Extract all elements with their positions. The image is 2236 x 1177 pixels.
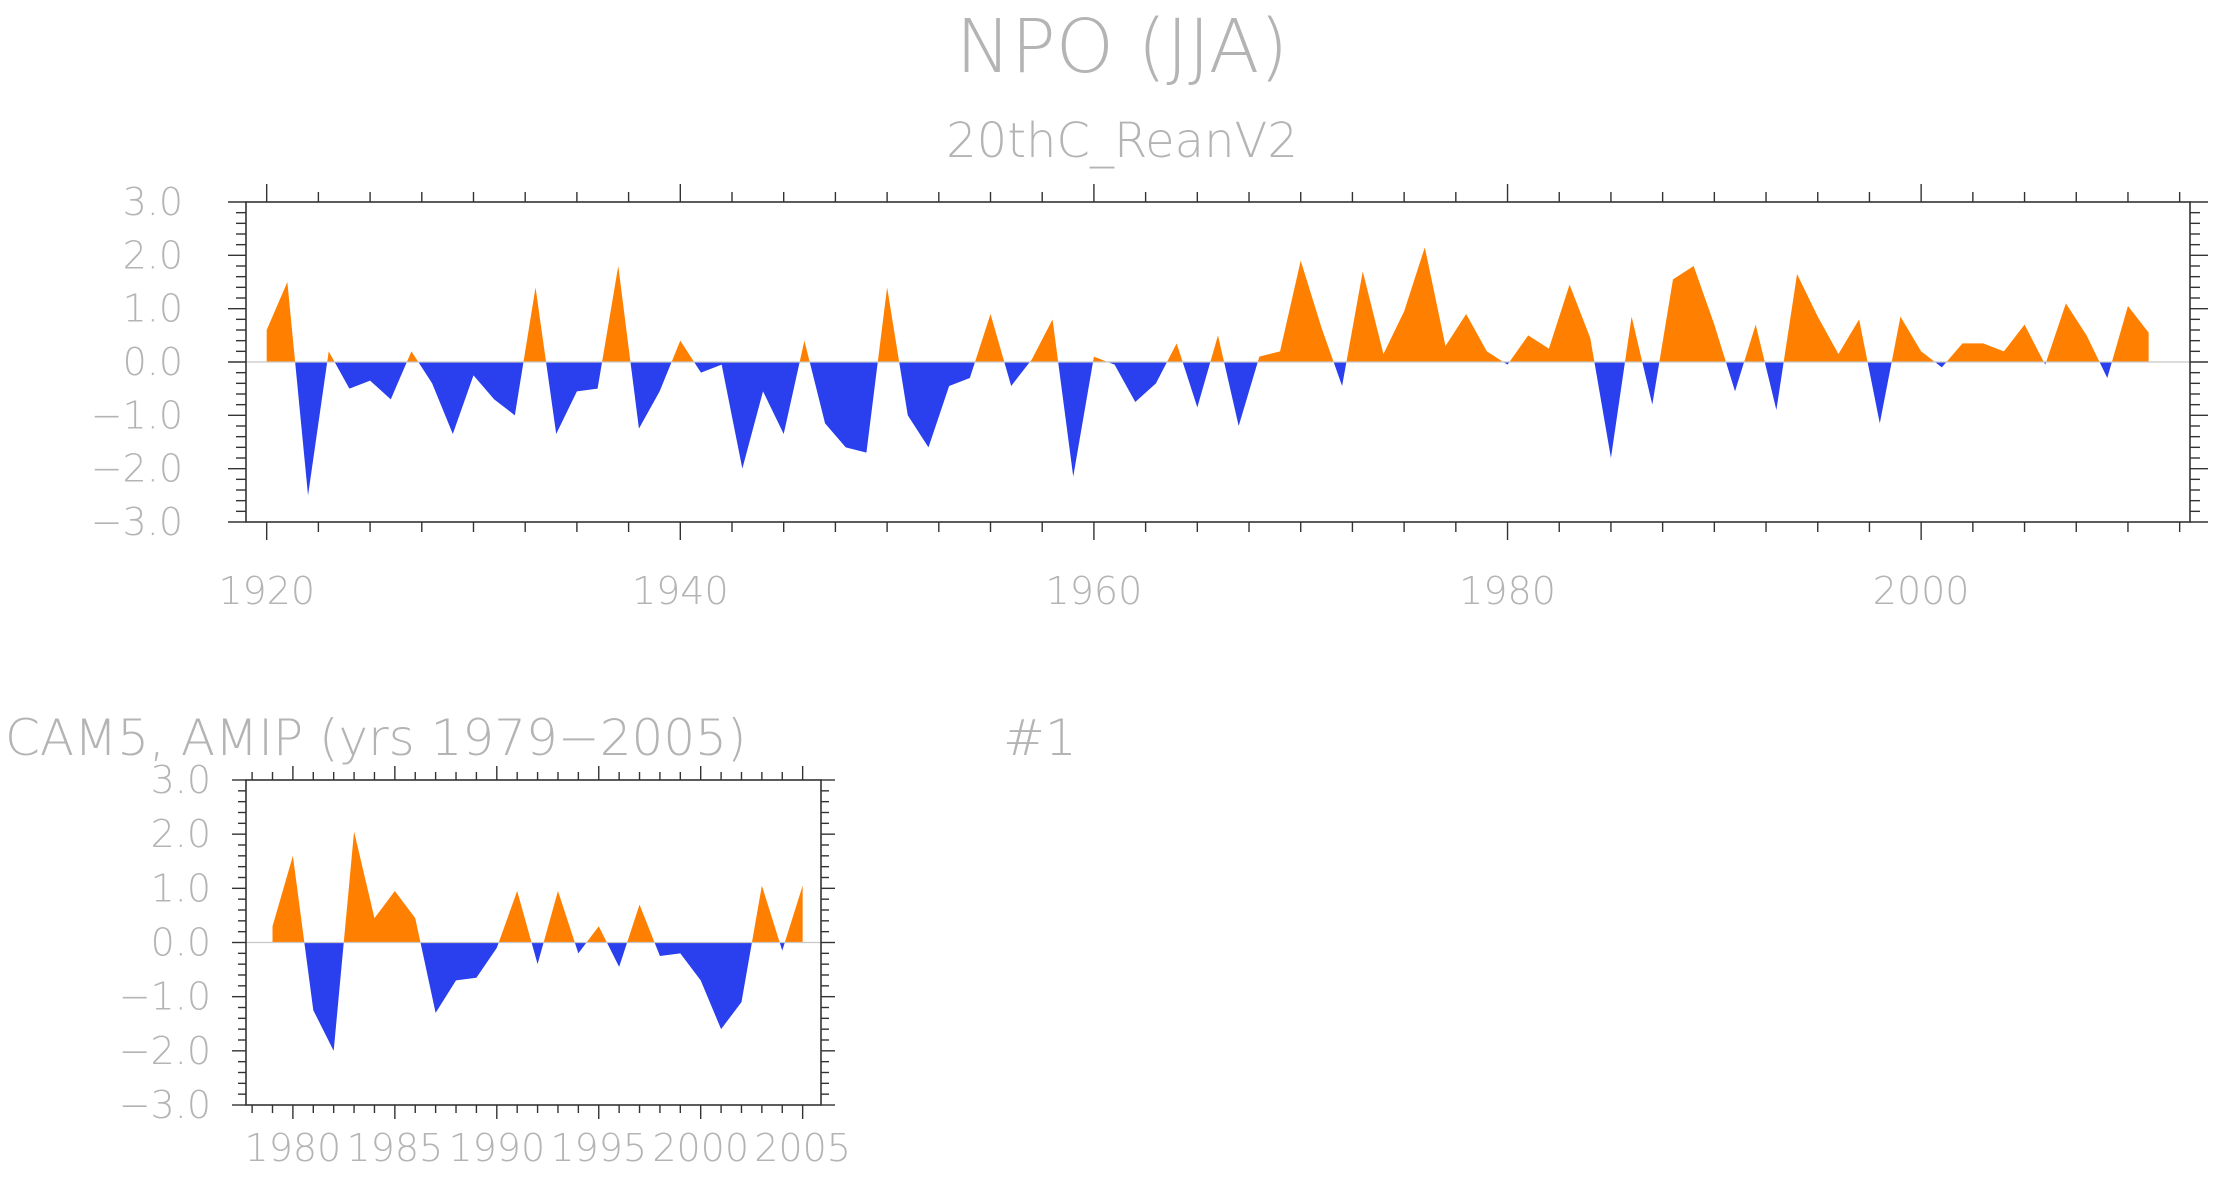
model-negative-area [272, 942, 803, 1051]
reanalysis-y-tick-label: 3.0 [123, 180, 183, 224]
reanalysis-positive-area [266, 247, 2149, 362]
model-panel: CAM5, AMIP (yrs 1979−2005) #1 3.0 2.0 1.0 0… [5, 709, 1077, 1170]
model-y-tick-label: −3.0 [119, 1083, 211, 1127]
model-y-tick-label: −1.0 [119, 975, 211, 1019]
reanalysis-x-tick-label: 1980 [1459, 569, 1556, 613]
reanalysis-y-tick-label: 2.0 [123, 233, 183, 277]
model-subtitle: CAM5, AMIP (yrs 1979−2005) [5, 709, 746, 767]
model-x-tick-label: 1985 [346, 1126, 443, 1170]
reanalysis-series [246, 247, 2190, 496]
model-x-tick-label: 1995 [550, 1126, 647, 1170]
reanalysis-x-tick-label: 1940 [632, 569, 729, 613]
model-y-tick-label: 0.0 [151, 921, 211, 965]
reanalysis-x-tick-label: 1960 [1046, 569, 1143, 613]
model-y-tick-label: 2.0 [151, 812, 211, 856]
reanalysis-y-tick-label: 0.0 [123, 340, 183, 384]
reanalysis-panel: 20thC_ReanV2 3.0 2.0 1.0 0.0 −1.0 −2.0 −3.0 192… [91, 113, 2208, 613]
reanalysis-plot-frame [245, 201, 2191, 523]
model-x-tick-label: 2000 [652, 1126, 749, 1170]
model-axes: 3.0 2.0 1.0 0.0 −1.0 −2.0 −3.0 1980 1985 1990 1995… [119, 758, 851, 1170]
reanalysis-negative-area [266, 362, 2149, 496]
model-y-tick-label: 1.0 [151, 866, 211, 910]
model-run-label: #1 [1003, 709, 1077, 767]
reanalysis-x-tick-label: 2000 [1873, 569, 1970, 613]
model-x-tick-label: 2005 [754, 1126, 851, 1170]
model-series [246, 831, 821, 1051]
reanalysis-subtitle: 20thC_ReanV2 [946, 113, 1298, 169]
model-plot-frame [245, 779, 822, 1106]
reanalysis-y-tick-label: −1.0 [91, 393, 183, 437]
reanalysis-y-tick-label: −2.0 [91, 447, 183, 491]
model-y-tick-label: −2.0 [119, 1029, 211, 1073]
reanalysis-x-tick-label: 1920 [218, 569, 315, 613]
model-x-tick-label: 1990 [448, 1126, 545, 1170]
model-y-tick-label: 3.0 [151, 758, 211, 802]
model-x-tick-label: 1980 [245, 1126, 342, 1170]
reanalysis-y-tick-label: 1.0 [123, 287, 183, 331]
model-positive-area [272, 831, 803, 943]
figure-title: NPO (JJA) [956, 4, 1288, 90]
reanalysis-y-tick-label: −3.0 [91, 500, 183, 544]
reanalysis-axes: 3.0 2.0 1.0 0.0 −1.0 −2.0 −3.0 1920 1940 1960 1980… [91, 180, 2208, 613]
